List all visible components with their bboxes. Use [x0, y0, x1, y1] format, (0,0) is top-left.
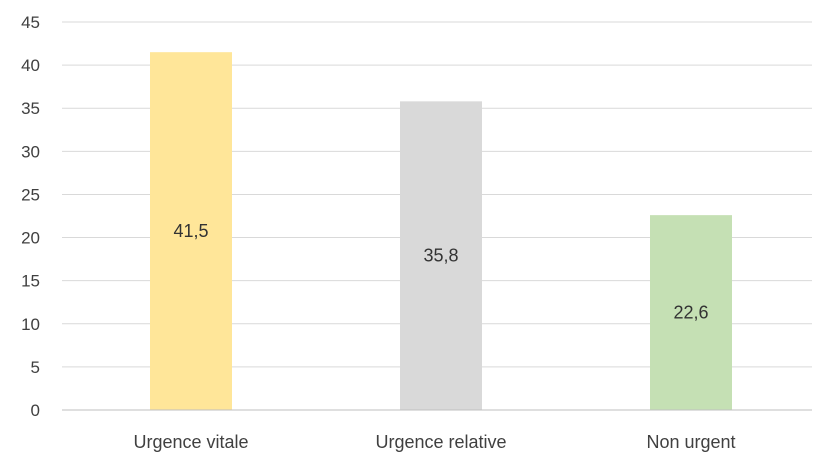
bars [150, 52, 732, 411]
data-labels: 41,5 35,8 22,6 [173, 221, 708, 322]
bar-1 [150, 52, 232, 411]
y-tick-label-30: 30 [21, 142, 40, 161]
y-tick-label-45: 45 [21, 13, 40, 32]
y-tick-label-15: 15 [21, 272, 40, 291]
data-label-2: 35,8 [423, 246, 458, 266]
y-tick-label-25: 25 [21, 185, 40, 204]
x-axis-category-labels: Urgence vitale Urgence relative Non urgent [133, 432, 735, 452]
x-category-label-3: Non urgent [646, 432, 735, 452]
y-tick-label-0: 0 [31, 401, 40, 420]
x-category-label-2: Urgence relative [375, 432, 506, 452]
bar-2 [400, 101, 482, 410]
data-label-3: 22,6 [673, 303, 708, 323]
y-tick-label-10: 10 [21, 315, 40, 334]
bar-3 [650, 215, 732, 410]
data-label-1: 41,5 [173, 221, 208, 241]
y-tick-label-5: 5 [31, 358, 40, 377]
x-category-label-1: Urgence vitale [133, 432, 248, 452]
y-tick-label-20: 20 [21, 229, 40, 248]
y-tick-label-40: 40 [21, 56, 40, 75]
y-axis-tick-labels: 0 5 10 15 20 25 30 35 40 45 [21, 13, 40, 420]
y-tick-label-35: 35 [21, 99, 40, 118]
